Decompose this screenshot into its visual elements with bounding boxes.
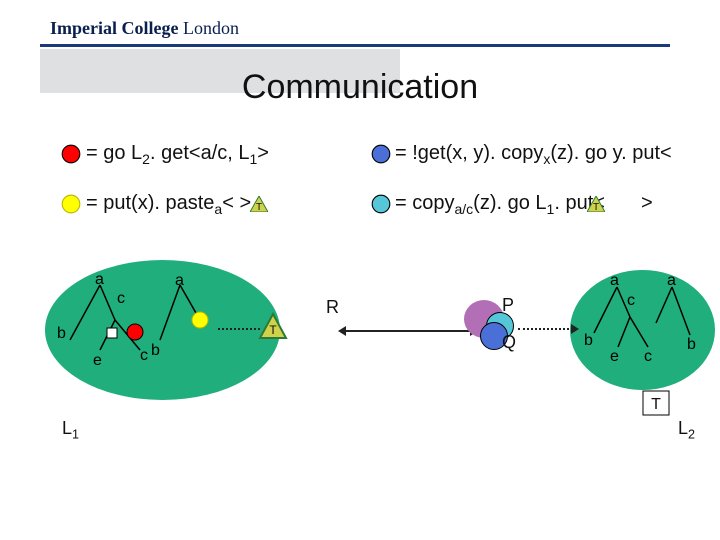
header-rule [40, 44, 670, 47]
line-R [344, 330, 472, 332]
triangle-T: T [258, 312, 288, 340]
svg-text:e: e [93, 352, 102, 369]
page-title: Communication [50, 68, 670, 107]
svg-text:b: b [584, 332, 593, 349]
logo-london: London [183, 18, 239, 38]
triangle-T-box: T [642, 390, 670, 416]
triangle-T-icon: T [587, 196, 605, 212]
svg-text:T: T [256, 202, 262, 212]
arrow-left-icon [338, 326, 346, 336]
tree-right: a c b e c a b [582, 275, 702, 375]
dotted-arrow-2 [518, 328, 573, 330]
svg-text:c: c [117, 290, 125, 307]
svg-text:T: T [269, 323, 277, 337]
svg-text:a: a [667, 275, 676, 289]
equation-3: = put(x). pastea< > [86, 192, 251, 217]
label-P: P [502, 295, 514, 316]
arrow-right-icon [571, 324, 579, 334]
logo: Imperial College London [50, 18, 239, 39]
label-R: R [326, 297, 339, 318]
svg-text:a: a [95, 271, 104, 288]
svg-text:c: c [627, 292, 635, 309]
tree-left-2: a b [145, 275, 265, 370]
yellow-circle-icon [60, 193, 82, 215]
svg-text:T: T [651, 396, 661, 413]
red-circle-icon [60, 143, 82, 165]
label-Q: Q [502, 332, 516, 353]
svg-text:b: b [687, 336, 696, 353]
slide: Imperial College London Communication = … [0, 0, 720, 540]
blue-circle-icon [370, 143, 392, 165]
svg-text:e: e [610, 348, 619, 365]
equation-2: = !get(x, y). copyx(z). go y. put< [395, 142, 672, 167]
cyan-circle-icon [370, 193, 392, 215]
svg-text:c: c [644, 348, 652, 365]
logo-imperial: Imperial College [50, 18, 178, 38]
svg-text:a: a [610, 275, 619, 289]
label-L2: L2 [678, 418, 695, 442]
equation-4: = copya/c(z). go L1. put<> [395, 192, 653, 217]
svg-text:b: b [57, 325, 66, 342]
svg-text:b: b [151, 342, 160, 359]
svg-text:T: T [593, 202, 599, 212]
svg-text:a: a [175, 275, 184, 289]
dotted-arrow-1 [218, 328, 260, 330]
label-L1: L1 [62, 418, 79, 442]
equation-1: = go L2. get<a/c, L1> [86, 142, 269, 167]
triangle-T-icon: T [250, 196, 268, 212]
